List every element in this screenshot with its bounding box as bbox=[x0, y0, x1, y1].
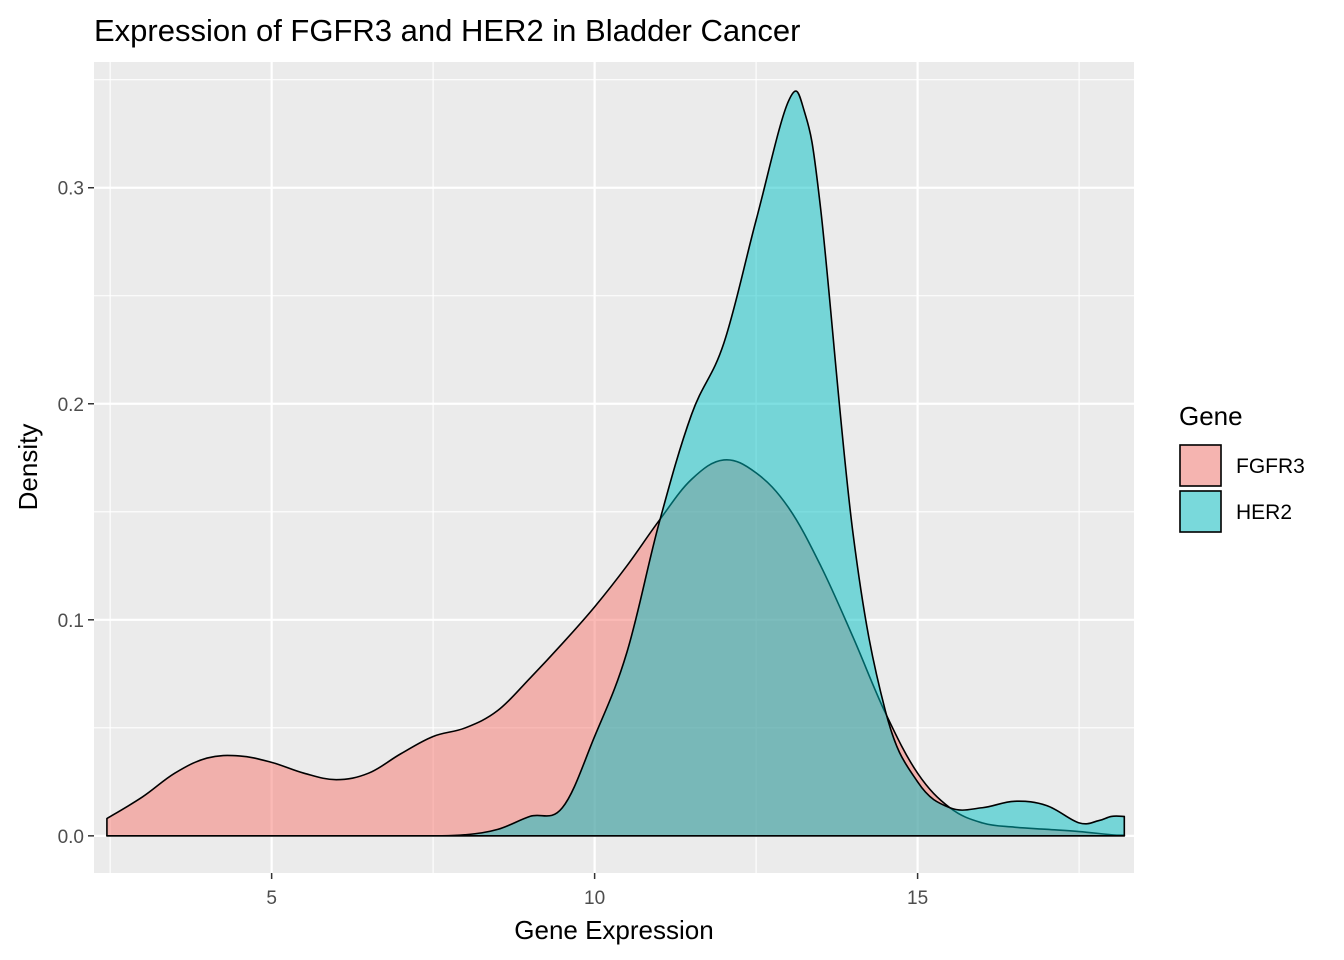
x-tick-label: 5 bbox=[266, 888, 277, 909]
legend: Gene FGFR3 HER2 bbox=[1179, 401, 1305, 533]
y-tick-label: 0.0 bbox=[58, 827, 84, 848]
y-tick-label: 0.1 bbox=[58, 611, 84, 632]
density-area-her2 bbox=[106, 90, 1126, 837]
x-tick-label: 15 bbox=[907, 888, 928, 909]
y-tick-label: 0.2 bbox=[58, 395, 84, 416]
y-tick-label: 0.3 bbox=[58, 179, 84, 200]
axes: 5 10 15 0.0 0.1 0.2 0.3 bbox=[58, 179, 929, 909]
legend-title: Gene bbox=[1179, 401, 1243, 431]
density-areas bbox=[106, 90, 1126, 837]
x-tick-label: 10 bbox=[584, 888, 605, 909]
legend-label-her2: HER2 bbox=[1236, 501, 1292, 524]
chart-title: Expression of FGFR3 and HER2 in Bladder … bbox=[94, 13, 800, 48]
legend-label-fgfr3: FGFR3 bbox=[1236, 455, 1305, 478]
y-axis-title: Density bbox=[13, 424, 43, 511]
legend-keys: FGFR3 HER2 bbox=[1179, 444, 1305, 533]
legend-swatch-her2 bbox=[1179, 490, 1222, 533]
x-axis-title: Gene Expression bbox=[514, 915, 713, 945]
legend-swatch-fgfr3 bbox=[1179, 444, 1222, 487]
